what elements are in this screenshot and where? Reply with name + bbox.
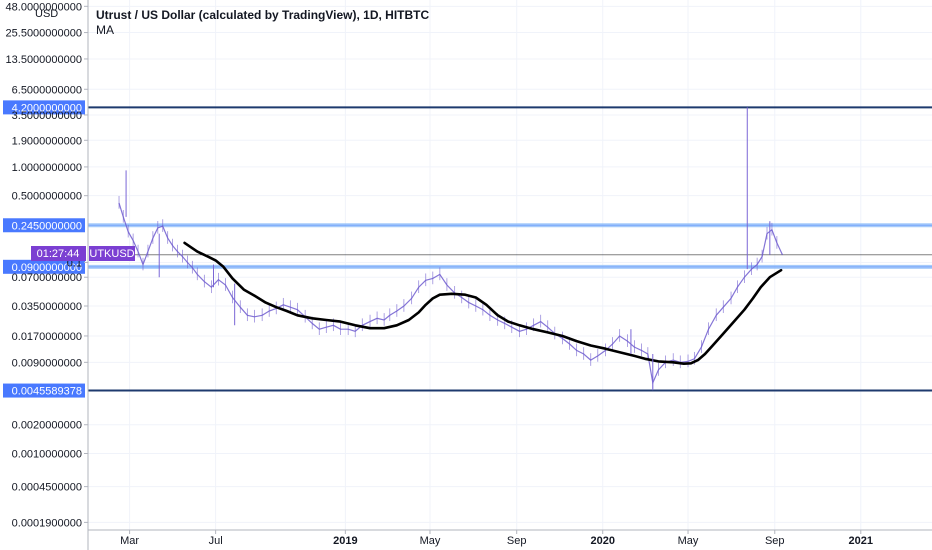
y-tick-label: 0.0001900000	[12, 517, 82, 529]
y-tick-label: 0.0700000000	[12, 272, 82, 284]
countdown-background	[31, 246, 86, 261]
price-level-label: 4.2000000000	[12, 102, 82, 114]
x-tick-label: Sep	[765, 535, 785, 547]
y-tick-label: 0.5000000000	[12, 191, 82, 203]
x-tick-label: Sep	[507, 535, 527, 547]
price-level-label: 0.2450000000	[12, 220, 82, 232]
chart-title: Utrust / US Dollar (calculated by Tradin…	[96, 8, 430, 22]
horizontal-levels[interactable]: 4.2000000000 0.2450000000 0.0900000000 0.00…	[3, 100, 932, 398]
x-tick-label: 2019	[333, 535, 357, 547]
y-tick-label: 0.0020000000	[12, 420, 82, 432]
y-tick-label: 3.5000000000	[12, 110, 82, 122]
y-tick-label: 0.0004500000	[12, 482, 82, 494]
series-group	[118, 107, 784, 391]
symbol-text: UTKUSD	[89, 248, 134, 260]
y-tick-label: 0.0170000000	[12, 331, 82, 343]
price-level-label-bg	[3, 100, 85, 115]
symbol-badge: UTKUSD	[89, 246, 135, 261]
axes: 48.0000000000 25.5000000000 13.5000000000 6…	[6, 0, 932, 550]
y-tick-label: 48.0000000000	[6, 1, 82, 13]
x-tick-label: May	[678, 535, 699, 547]
price-level-label: 0.0045589378	[12, 386, 82, 398]
price-level-label-bg	[3, 383, 85, 398]
y-tick-label: 0.0010000000	[12, 448, 82, 460]
countdown-badge: 01:27:44	[31, 246, 86, 261]
y-tick-label: 0.0090000000	[12, 357, 82, 369]
y-tick-label: 13.5000000000	[6, 54, 82, 66]
indicator-label[interactable]: MA	[96, 23, 114, 37]
y-tick-label: 6.5000000000	[12, 84, 82, 96]
countdown-text: 01:27:44	[37, 248, 80, 260]
x-tick-label: 2020	[590, 535, 614, 547]
y-tick-label: 25.5000000000	[6, 28, 82, 40]
symbol-background	[89, 246, 135, 261]
currency-label: USD	[35, 8, 58, 20]
y-tick-label: 0.0350000000	[12, 301, 82, 313]
price-level-label: 0.0900000000	[12, 262, 82, 274]
x-tick-label: Mar	[120, 535, 139, 547]
y-tick-label: 1.0000000000	[12, 162, 82, 174]
price-level-label-bg	[3, 218, 85, 233]
x-tick-label: Jul	[209, 535, 223, 547]
price-level-label-bg	[3, 259, 85, 274]
moving-average-line	[183, 241, 783, 366]
x-tick-label: 2021	[849, 535, 873, 547]
x-tick-label: May	[420, 535, 441, 547]
y-tick-label: 1.9000000000	[12, 135, 82, 147]
